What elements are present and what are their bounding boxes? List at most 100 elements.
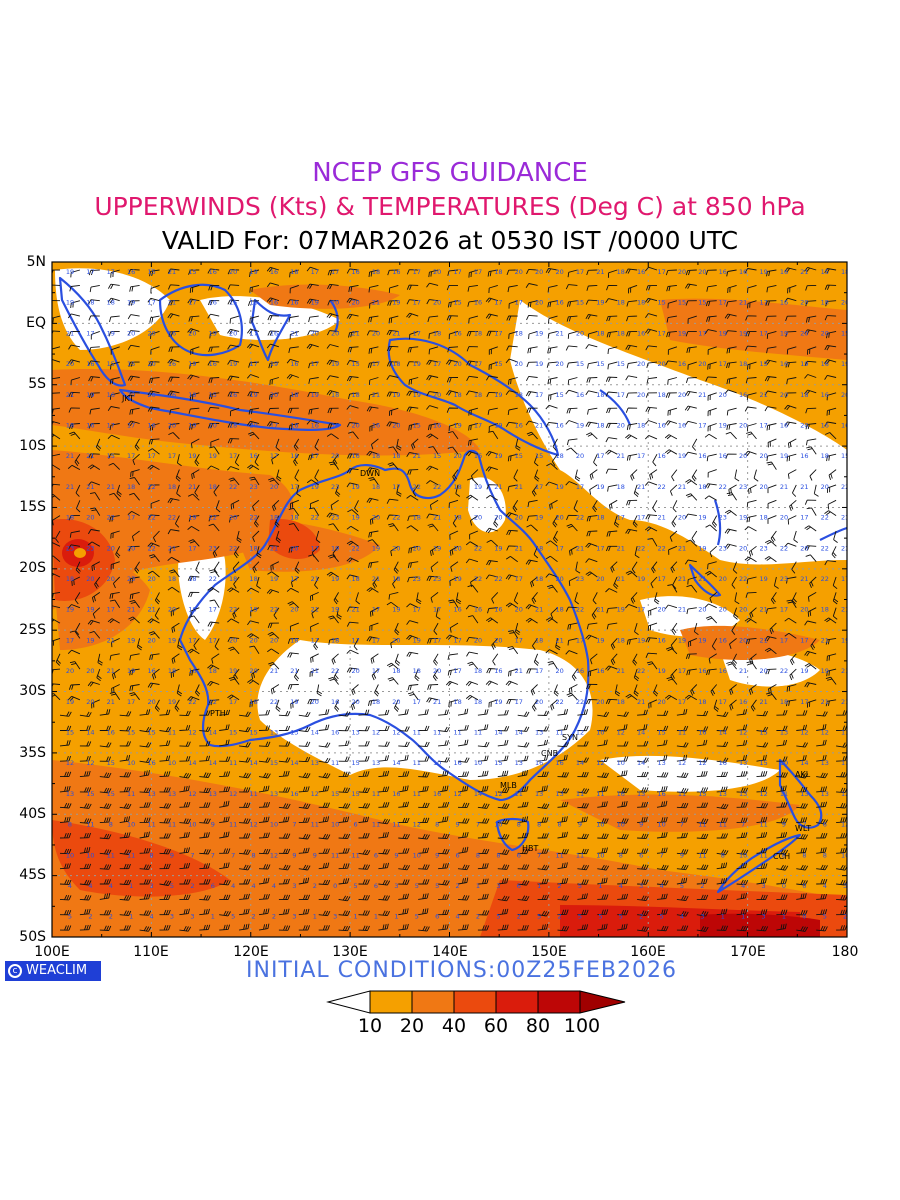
temperature-value: 22 <box>168 514 176 522</box>
wind-barb <box>652 453 658 467</box>
wind-barb <box>408 423 419 431</box>
temperature-value: 21 <box>86 483 94 491</box>
wind-barb <box>52 359 61 363</box>
temperature-value: 20 <box>759 483 767 491</box>
weaclim-logo: c WEACLIM <box>5 961 101 981</box>
wind-barb <box>368 284 379 293</box>
wind-barb <box>368 530 379 538</box>
wind-barb <box>175 469 181 482</box>
wind-barb <box>327 407 339 414</box>
wind-barb <box>685 269 697 276</box>
wind-barb <box>69 284 80 292</box>
wind-barb <box>726 377 737 385</box>
temperature-value: 21 <box>290 667 298 675</box>
temperature-value: 9 <box>211 821 215 829</box>
temperature-value: 23 <box>209 544 217 552</box>
temperature-value: 15 <box>759 759 767 767</box>
temperature-value: 1 <box>313 913 317 921</box>
temperature-value: 19 <box>86 606 94 614</box>
wind-barb <box>485 527 498 534</box>
wind-barb <box>188 539 200 547</box>
temperature-value: 12 <box>229 790 237 798</box>
temperature-value: 17 <box>188 544 196 552</box>
wind-barb <box>704 329 717 335</box>
wind-barb <box>610 561 618 573</box>
wind-barb <box>526 431 538 440</box>
wind-barb <box>190 438 200 449</box>
temperature-value: 18 <box>555 452 563 460</box>
wind-barb <box>748 484 757 495</box>
temperature-value: 21 <box>617 452 625 460</box>
temperature-value: 21 <box>86 452 94 460</box>
wind-barb <box>645 514 658 520</box>
temperature-value: 10 <box>657 821 665 829</box>
lat-label: 20S <box>19 560 46 576</box>
wind-barb <box>88 360 100 366</box>
wind-barb <box>55 530 61 543</box>
temperature-value: 17 <box>596 544 604 552</box>
wind-barb <box>505 390 518 396</box>
city-cnb: CNB <box>541 749 558 758</box>
wind-barb <box>188 315 200 322</box>
wind-barb <box>446 407 459 413</box>
wind-barb <box>227 284 240 290</box>
temperature-value: 18 <box>821 299 829 307</box>
temperature-value: 18 <box>229 575 237 583</box>
wind-barb <box>804 329 817 335</box>
wind-barb <box>68 515 80 521</box>
temperature-value: 20 <box>678 391 686 399</box>
wind-barb <box>805 407 817 414</box>
wind-barb <box>248 431 260 440</box>
wind-barb <box>127 375 140 382</box>
temperature-value: 20 <box>739 422 747 430</box>
temperature-value: 20 <box>270 636 278 644</box>
temperature-value: 18 <box>453 483 461 491</box>
wind-barb <box>485 450 498 457</box>
temperature-value: 1 <box>537 882 541 890</box>
temperature-value: 19 <box>209 329 217 337</box>
temperature-value: 21 <box>66 483 74 491</box>
temperature-value: 16 <box>719 667 727 675</box>
wind-barb <box>548 315 558 324</box>
wind-barb <box>506 545 518 551</box>
wind-barb <box>826 330 837 339</box>
temperature-value: 22 <box>821 544 829 552</box>
temperature-value: 16 <box>270 329 278 337</box>
temperature-value: 20 <box>637 391 645 399</box>
temperature-value: 15 <box>147 729 155 737</box>
wind-barb <box>407 561 419 569</box>
colorbar-seg-80-100 <box>537 990 581 1014</box>
temperature-value: 14 <box>719 729 727 737</box>
wind-barb <box>825 300 837 307</box>
temperature-value: 17 <box>657 268 665 276</box>
temperature-value: 1 <box>129 913 133 921</box>
temperature-value: 20 <box>392 698 400 706</box>
wind-barb <box>607 346 618 355</box>
wind-barb <box>605 468 618 474</box>
temperature-value: 17 <box>433 360 441 368</box>
wind-barb <box>664 449 678 455</box>
wind-barb <box>566 438 578 446</box>
temperature-value: 12 <box>739 729 747 737</box>
wind-barb <box>330 499 339 511</box>
temperature-value: 22 <box>147 544 155 552</box>
wind-barb <box>667 346 678 355</box>
temperature-value: 12 <box>86 759 94 767</box>
city-hbt: HBT <box>522 844 539 853</box>
wind-barb <box>725 453 737 459</box>
temperature-value: 18 <box>392 452 400 460</box>
wind-barb <box>130 469 140 478</box>
wind-barb <box>605 298 618 304</box>
wind-barb <box>687 315 697 324</box>
temperature-value: 4 <box>741 882 745 890</box>
temperature-value: 17 <box>331 268 339 276</box>
temperature-value: 8 <box>496 851 500 859</box>
wind-barb <box>725 431 737 440</box>
wind-barb <box>724 528 737 534</box>
temperature-value: 21 <box>617 667 625 675</box>
temperature-value: 17 <box>311 360 319 368</box>
temperature-value: 10 <box>494 821 502 829</box>
temperature-value: 19 <box>331 360 339 368</box>
wind-barb <box>429 499 439 510</box>
wind-barb <box>168 346 180 352</box>
